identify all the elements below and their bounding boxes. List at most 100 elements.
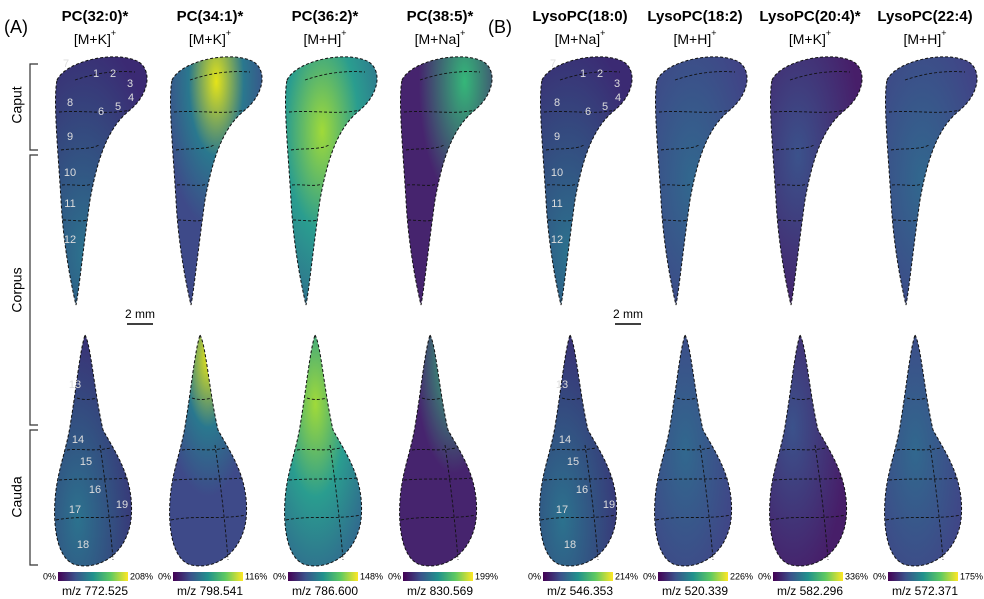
region-bracket <box>30 64 38 565</box>
segment-number: 1 <box>580 68 586 80</box>
image-column: PC(34:1)*[M+K]+0%116%m/z 798.541 <box>158 8 267 598</box>
mz-label: m/z 798.541 <box>177 584 243 598</box>
colorbar-min: 0% <box>758 571 771 581</box>
segment-number: 12 <box>551 234 563 246</box>
segment-number: 15 <box>80 456 92 468</box>
tissue-upper <box>656 57 748 305</box>
adduct-charge: + <box>600 28 605 38</box>
adduct-charge: + <box>341 28 346 38</box>
colorbar <box>543 572 613 581</box>
adduct-ion: [M+K] <box>189 31 226 47</box>
tissue-upper <box>771 57 863 305</box>
segment-number: 10 <box>551 167 563 179</box>
segment-number: 13 <box>556 379 568 391</box>
region-label: Cauda <box>9 476 25 517</box>
segment-number: 17 <box>556 504 568 516</box>
tissue-upper <box>171 57 263 305</box>
colorbar-min: 0% <box>643 571 656 581</box>
mz-label: m/z 772.525 <box>62 584 128 598</box>
adduct: [M+K]+ <box>189 28 231 46</box>
mz-label: m/z 546.353 <box>547 584 613 598</box>
tissue-upper <box>886 57 978 305</box>
scale-bars: 2 mm 2 mm <box>125 307 643 324</box>
adduct: [M+K]+ <box>789 28 831 46</box>
tissue-image <box>285 57 377 566</box>
colorbar <box>773 572 843 581</box>
colorbar-max: 175% <box>960 571 983 581</box>
colorbar-min: 0% <box>528 571 541 581</box>
figure: (A) (B) Caput Corpus Cauda 2 mm 2 mm PC(… <box>0 0 984 599</box>
lipid-name: LysoPC(22:4) <box>877 8 972 25</box>
segment-number: 11 <box>551 198 562 210</box>
segment-number: 16 <box>576 484 588 496</box>
colorbar-min: 0% <box>43 571 56 581</box>
adduct-ion: [M+Na] <box>555 31 601 47</box>
mz-label: m/z 830.569 <box>407 584 473 598</box>
mz-label: m/z 572.371 <box>892 584 958 598</box>
region-labels: Caput Corpus Cauda <box>9 64 38 565</box>
colorbar-max: 199% <box>475 571 498 581</box>
segment-number: 17 <box>69 504 81 516</box>
adduct-charge: + <box>826 28 831 38</box>
segment-number: 11 <box>64 198 75 210</box>
colorbar <box>288 572 358 581</box>
image-column: LysoPC(18:0)[M+Na]+0%214%m/z 546.353 <box>528 8 638 598</box>
lipid-name: PC(36:2)* <box>292 8 359 25</box>
tissue-image <box>770 57 862 566</box>
colorbar-max: 148% <box>360 571 383 581</box>
tissue-image <box>170 57 262 566</box>
segment-number: 2 <box>110 68 116 80</box>
segment-number: 10 <box>64 167 76 179</box>
tissue-lower <box>170 335 247 566</box>
segment-number: 3 <box>614 78 620 90</box>
adduct: [M+Na]+ <box>555 28 606 46</box>
colorbar-max: 336% <box>845 571 868 581</box>
adduct-ion: [M+H] <box>674 31 712 47</box>
segment-number: 12 <box>64 234 76 246</box>
image-column: LysoPC(22:4)[M+H]+0%175%m/z 572.371 <box>873 8 983 598</box>
adduct-ion: [M+K] <box>789 31 826 47</box>
segment-number: 4 <box>615 92 621 104</box>
segment-number: 7 <box>63 58 69 70</box>
segment-number: 5 <box>602 101 608 113</box>
lipid-name: PC(32:0)* <box>62 8 129 25</box>
scale-bar-label: 2 mm <box>613 307 643 321</box>
segment-number: 15 <box>567 456 579 468</box>
adduct: [M+K]+ <box>74 28 116 46</box>
colorbar-max: 214% <box>615 571 638 581</box>
colorbar-max: 208% <box>130 571 153 581</box>
colorbar <box>888 572 958 581</box>
image-column: PC(38:5)*[M+Na]+0%199%m/z 830.569 <box>388 8 498 598</box>
colorbar <box>173 572 243 581</box>
image-column: PC(36:2)*[M+H]+0%148%m/z 786.600 <box>273 8 383 598</box>
segment-number: 9 <box>67 131 73 143</box>
adduct-ion: [M+H] <box>904 31 942 47</box>
lipid-name: LysoPC(18:0) <box>532 8 627 25</box>
tissue-lower <box>55 335 132 566</box>
image-column: LysoPC(20:4)*[M+K]+0%336%m/z 582.296 <box>758 8 868 598</box>
adduct-ion: [M+K] <box>74 31 111 47</box>
tissue-lower <box>885 335 962 566</box>
segment-number: 3 <box>127 78 133 90</box>
segment-number: 14 <box>559 434 571 446</box>
mz-label: m/z 786.600 <box>292 584 358 598</box>
lipid-name: PC(34:1)* <box>177 8 244 25</box>
colorbar-min: 0% <box>873 571 886 581</box>
tissue-image <box>655 57 747 566</box>
adduct-ion: [M+H] <box>304 31 342 47</box>
image-column: PC(32:0)* [M+K]+ 0% 208%m/z 772.525 <box>43 8 153 598</box>
adduct: [M+H]+ <box>304 28 347 46</box>
colorbar <box>58 572 128 581</box>
colorbar-min: 0% <box>388 571 401 581</box>
segment-number: 16 <box>89 484 101 496</box>
segment-number: 8 <box>67 97 73 109</box>
adduct-ion: [M+Na] <box>415 31 461 47</box>
colorbar <box>658 572 728 581</box>
segment-number: 18 <box>77 539 89 551</box>
colorbar-min: 0% <box>273 571 286 581</box>
tissue-lower <box>655 335 732 566</box>
colorbar <box>403 572 473 581</box>
lipid-name: PC(38:5)* <box>407 8 474 25</box>
tissue-image <box>400 57 492 566</box>
segment-number: 2 <box>597 68 603 80</box>
